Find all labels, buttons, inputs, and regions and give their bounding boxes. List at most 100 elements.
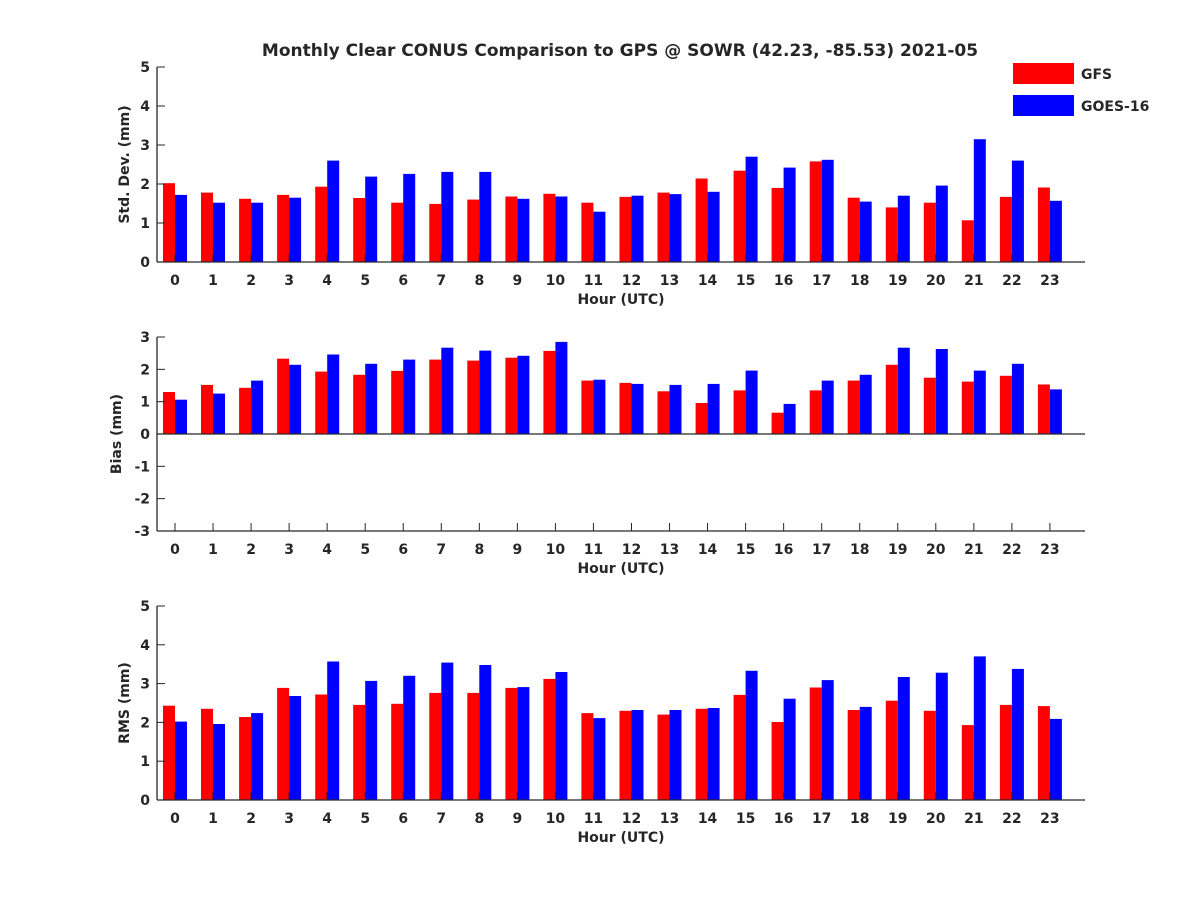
bar-gfs-hour-20 — [923, 710, 936, 800]
y-tick-label: 5 — [140, 599, 150, 615]
legend-label: GOES-16 — [1081, 99, 1149, 115]
x-tick-label: 15 — [736, 273, 755, 289]
y-tick-label: 2 — [140, 177, 150, 193]
x-tick-label: 10 — [546, 811, 566, 827]
bar-goes-16-hour-20 — [935, 672, 948, 800]
bar-goes-16-hour-7 — [441, 347, 454, 434]
bar-gfs-hour-15 — [733, 170, 746, 262]
bar-goes-16-hour-17 — [821, 159, 834, 262]
bar-goes-16-hour-1 — [213, 202, 225, 262]
bar-goes-16-hour-1 — [213, 393, 225, 434]
x-axis-label: Hour (UTC) — [577, 830, 664, 846]
y-tick-label: 3 — [140, 138, 150, 154]
x-axis-label: Hour (UTC) — [577, 561, 664, 577]
x-tick-label: 10 — [546, 273, 566, 289]
x-tick-label: 19 — [888, 542, 907, 558]
x-tick-label: 23 — [1040, 811, 1059, 827]
x-tick-label: 3 — [284, 273, 294, 289]
bar-goes-16-hour-6 — [403, 675, 416, 800]
x-tick-label: 16 — [774, 273, 793, 289]
bar-gfs-hour-23 — [1037, 384, 1050, 434]
bar-goes-16-hour-2 — [251, 380, 264, 434]
x-tick-label: 15 — [736, 811, 755, 827]
x-tick-label: 12 — [622, 542, 641, 558]
x-tick-label: 17 — [812, 542, 831, 558]
x-tick-label: 9 — [512, 811, 522, 827]
x-tick-label: 5 — [360, 273, 370, 289]
bar-gfs-hour-14 — [695, 403, 708, 434]
bar-gfs-hour-16 — [771, 722, 784, 800]
chart-title: Monthly Clear CONUS Comparison to GPS @ … — [262, 41, 978, 61]
y-tick-label: 1 — [140, 395, 150, 411]
legend-swatch-gfs — [1013, 63, 1074, 84]
bar-gfs-hour-4 — [315, 371, 328, 434]
bar-gfs-hour-18 — [847, 197, 860, 262]
x-tick-label: 22 — [1002, 811, 1021, 827]
bar-goes-16-hour-8 — [479, 665, 492, 800]
x-tick-label: 14 — [698, 542, 718, 558]
x-tick-label: 4 — [322, 273, 332, 289]
x-tick-label: 16 — [774, 542, 793, 558]
bar-gfs-hour-1 — [201, 384, 213, 434]
bar-gfs-hour-0 — [163, 392, 175, 434]
bar-goes-16-hour-22 — [1011, 363, 1024, 434]
x-tick-label: 14 — [698, 811, 718, 827]
x-tick-label: 13 — [660, 811, 679, 827]
bar-gfs-hour-0 — [163, 183, 175, 262]
bar-gfs-hour-22 — [999, 196, 1012, 262]
y-tick-label: 1 — [140, 216, 150, 232]
bar-gfs-hour-21 — [961, 381, 974, 434]
x-tick-label: 18 — [850, 542, 869, 558]
bar-gfs-hour-15 — [733, 390, 746, 434]
y-axis-label: RMS (mm) — [117, 662, 133, 744]
x-tick-label: 15 — [736, 542, 755, 558]
bar-gfs-hour-6 — [391, 370, 404, 434]
x-tick-label: 1 — [208, 273, 218, 289]
x-tick-label: 6 — [398, 811, 408, 827]
x-axis-label: Hour (UTC) — [577, 292, 664, 308]
bar-goes-16-hour-15 — [745, 156, 758, 262]
bar-goes-16-hour-11 — [593, 718, 606, 800]
x-tick-label: 8 — [474, 542, 484, 558]
bar-goes-16-hour-13 — [669, 710, 682, 800]
bar-gfs-hour-21 — [961, 220, 974, 262]
bar-gfs-hour-2 — [239, 387, 252, 434]
bar-goes-16-hour-0 — [175, 399, 187, 434]
bar-goes-16-hour-7 — [441, 171, 454, 262]
x-tick-label: 16 — [774, 811, 793, 827]
bar-goes-16-hour-0 — [175, 194, 187, 262]
bar-gfs-hour-3 — [277, 194, 290, 262]
bar-goes-16-hour-23 — [1049, 200, 1062, 262]
bar-gfs-hour-15 — [733, 694, 746, 800]
bar-goes-16-hour-6 — [403, 359, 416, 434]
bar-goes-16-hour-18 — [859, 706, 872, 800]
bar-gfs-hour-10 — [543, 193, 556, 263]
bar-goes-16-hour-12 — [631, 195, 644, 262]
x-tick-label: 22 — [1002, 542, 1021, 558]
x-tick-label: 2 — [246, 542, 256, 558]
bar-goes-16-hour-15 — [745, 670, 758, 800]
bar-goes-16-hour-20 — [935, 349, 948, 434]
y-tick-label: 2 — [140, 362, 150, 378]
bar-gfs-hour-18 — [847, 710, 860, 800]
x-tick-label: 4 — [322, 542, 332, 558]
bar-goes-16-hour-18 — [859, 201, 872, 262]
bar-goes-16-hour-17 — [821, 380, 834, 434]
bar-gfs-hour-3 — [277, 687, 290, 800]
x-tick-label: 21 — [964, 811, 983, 827]
bar-goes-16-hour-21 — [973, 370, 986, 434]
y-tick-label: -3 — [134, 524, 150, 540]
bar-goes-16-hour-23 — [1049, 389, 1062, 434]
y-tick-label: 0 — [140, 255, 150, 271]
x-tick-label: 20 — [926, 273, 946, 289]
x-tick-label: 2 — [246, 811, 256, 827]
bar-goes-16-hour-10 — [555, 672, 568, 800]
y-tick-label: 3 — [140, 330, 150, 346]
x-tick-label: 0 — [170, 273, 180, 289]
x-tick-label: 18 — [850, 273, 869, 289]
x-tick-label: 20 — [926, 542, 946, 558]
bar-goes-16-hour-2 — [251, 713, 264, 800]
bar-goes-16-hour-12 — [631, 710, 644, 800]
bar-gfs-hour-5 — [353, 198, 366, 262]
